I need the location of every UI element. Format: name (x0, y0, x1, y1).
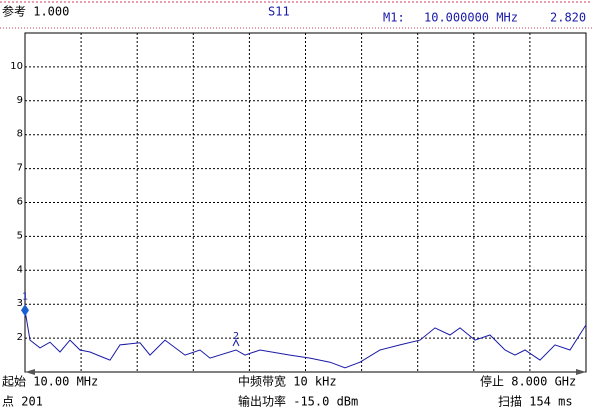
right-edge-marker (576, 369, 586, 375)
points: 点 201 (2, 395, 43, 409)
trace (24, 310, 587, 369)
stop-frequency: 停止 8.000 GHz (480, 374, 576, 389)
y-tick-label: 10 (10, 61, 23, 72)
marker-frequency: 10.000000 MHz (424, 11, 518, 25)
marker-label: 1 (22, 291, 28, 302)
y-tick-label: 3 (17, 298, 23, 309)
marker-label: 2 (233, 331, 239, 342)
marker-diamond (21, 304, 29, 317)
y-tick-label: 7 (17, 163, 23, 174)
y-tick-label: 9 (17, 95, 23, 106)
y-tick-label: 8 (17, 129, 23, 140)
y-tick-label: 5 (17, 230, 23, 241)
left-edge-marker (25, 369, 35, 375)
y-tick-label: 6 (17, 197, 23, 208)
y-tick-label: 2 (17, 332, 23, 343)
y-tick-label: 4 (17, 264, 23, 275)
reference: 参考 1.000 (2, 4, 69, 19)
marker-caret (232, 338, 240, 347)
start-frequency: 起始 10.00 MHz (2, 375, 98, 389)
if-bandwidth: 中频带宽 10 kHz (238, 374, 337, 389)
sweep-time: 扫描 154 ms (498, 395, 573, 409)
marker-name: M1: (383, 11, 405, 25)
trace-name: S11 (268, 5, 290, 19)
output-power: 输出功率 -15.0 dBm (238, 394, 358, 409)
marker-value: 2.820 (550, 11, 586, 25)
